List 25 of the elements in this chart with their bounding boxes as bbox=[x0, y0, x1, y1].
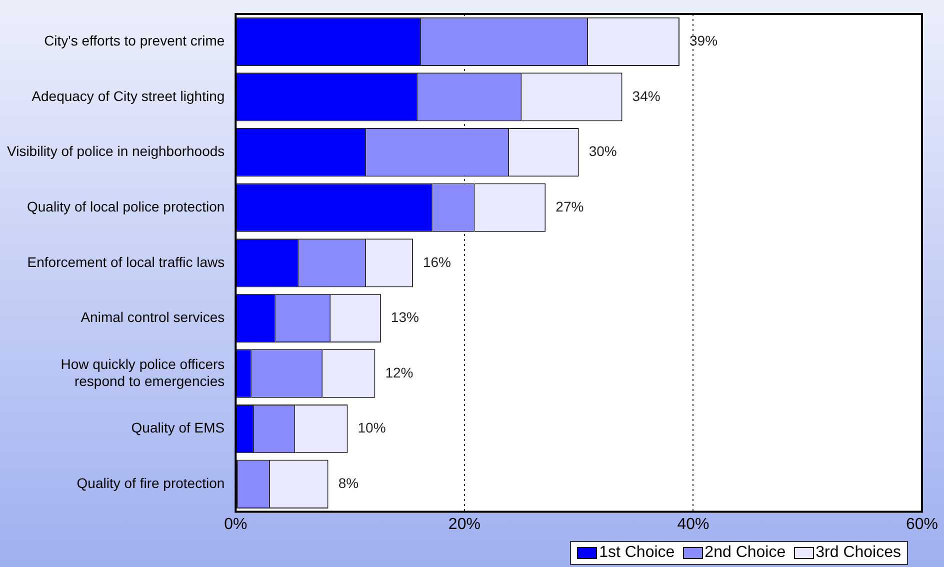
y-tick-label: Quality of EMS bbox=[131, 420, 225, 436]
y-tick-label: City's efforts to prevent crime bbox=[44, 32, 225, 49]
y-tick-label: Visibility of police in neighborhoods bbox=[7, 143, 225, 160]
y-tick-label: Animal control services bbox=[80, 309, 225, 326]
legend-label: 3rd Choices bbox=[816, 544, 901, 562]
y-tick-label: Quality of local police protection bbox=[26, 198, 225, 214]
legend-label: 2nd Choice bbox=[704, 544, 786, 562]
y-tick-label: Adequacy of City street lighting bbox=[32, 88, 225, 104]
total-label: 30% bbox=[588, 143, 617, 160]
y-tick-label: Quality of fire protection bbox=[76, 475, 225, 492]
x-tick-label: 20% bbox=[448, 516, 480, 533]
total-label: 12% bbox=[385, 364, 414, 380]
total-label: 34% bbox=[632, 88, 660, 104]
legend-label: 1st Choice bbox=[599, 544, 675, 562]
x-tick-label: 0% bbox=[224, 516, 248, 533]
total-label: 10% bbox=[358, 420, 386, 436]
x-tick-label: 60% bbox=[906, 516, 938, 533]
y-tick-label: Enforcement of local traffic laws bbox=[27, 254, 225, 270]
total-label: 39% bbox=[689, 32, 718, 49]
total-label: 8% bbox=[338, 475, 359, 492]
total-label: 13% bbox=[390, 309, 419, 326]
y-tick-label: How quickly police officers respond to emergencies bbox=[60, 356, 225, 389]
total-label: 16% bbox=[422, 254, 451, 270]
total-label: 27% bbox=[556, 198, 584, 214]
x-tick-label: 40% bbox=[677, 516, 710, 533]
